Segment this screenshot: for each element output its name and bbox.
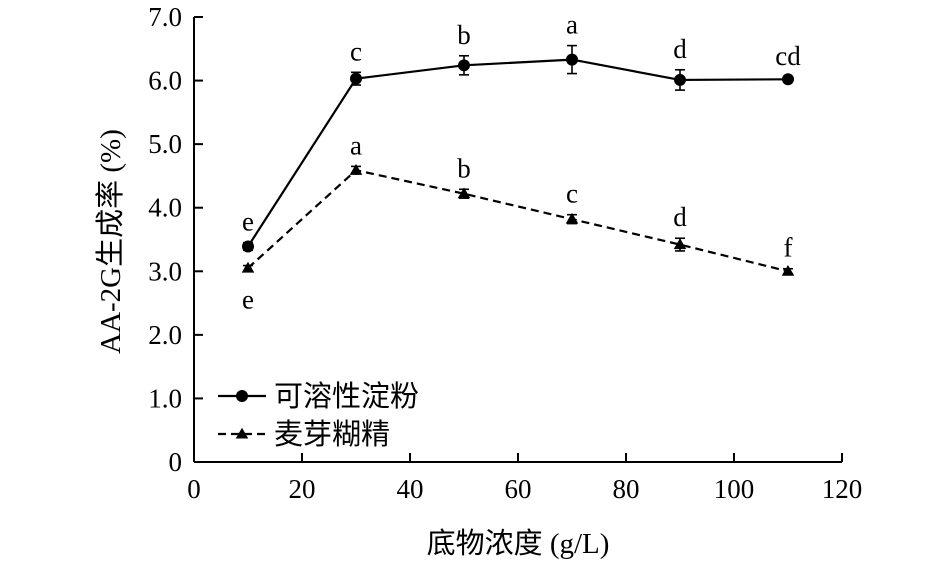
x-axis-title: 底物浓度 (g/L) xyxy=(427,527,610,560)
series-1 xyxy=(242,44,794,253)
data-point-triangle xyxy=(349,163,363,175)
data-point-circle xyxy=(566,53,578,66)
data-point-circle xyxy=(350,72,362,85)
legend-marker-triangle xyxy=(235,427,249,439)
significance-label: b xyxy=(457,20,471,50)
y-tick-label: 3.0 xyxy=(148,256,182,286)
series-2 xyxy=(241,163,795,276)
y-tick-label: 4.0 xyxy=(148,193,182,223)
legend-item-2: 麦芽糊精 xyxy=(218,418,390,451)
data-point-triangle xyxy=(457,187,471,199)
data-point-triangle xyxy=(781,264,795,276)
x-tick-label: 120 xyxy=(822,474,863,504)
data-point-circle xyxy=(458,59,470,72)
y-tick-label: 2.0 xyxy=(148,320,182,350)
x-tick-label: 100 xyxy=(714,474,755,504)
significance-label: f xyxy=(784,233,793,263)
series-line-1 xyxy=(247,58,789,248)
significance-label: e xyxy=(242,285,254,315)
data-point-triangle xyxy=(565,212,579,224)
legend-label: 可溶性淀粉 xyxy=(274,380,419,413)
significance-label: a xyxy=(350,130,362,160)
data-point-circle xyxy=(674,73,686,86)
y-tick-label: 7.0 xyxy=(148,2,182,32)
x-tick-label: 80 xyxy=(613,474,640,504)
data-point-circle xyxy=(782,73,794,86)
series-line-2 xyxy=(247,169,789,273)
y-tick-label: 6.0 xyxy=(148,66,182,96)
data-point-circle xyxy=(242,240,254,253)
data-point-triangle xyxy=(673,238,687,250)
significance-label: d xyxy=(673,34,687,64)
significance-label: cd xyxy=(775,41,801,71)
legend-marker-circle xyxy=(236,390,248,402)
x-tick-label: 40 xyxy=(397,474,424,504)
axes: 0 20 40 60 80 100 120 0 1.0 2.0 3.0 4.0 5.0 6.0 7.0 xyxy=(148,2,862,504)
significance-label: e xyxy=(242,207,254,237)
y-axis-title: AA-2G生成率 (%) xyxy=(94,129,127,354)
significance-label: c xyxy=(566,179,578,209)
significance-label: a xyxy=(566,10,578,40)
legend-item-1: 可溶性淀粉 xyxy=(218,380,419,413)
legend-label: 麦芽糊精 xyxy=(274,418,390,451)
series-group xyxy=(241,44,795,276)
data-point-triangle xyxy=(241,261,255,273)
significance-label: c xyxy=(350,36,362,66)
x-tick-label: 60 xyxy=(505,474,532,504)
y-tick-label: 5.0 xyxy=(148,129,182,159)
significance-label: d xyxy=(673,202,687,232)
y-tick-label: 0 xyxy=(169,447,183,477)
y-tick-label: 1.0 xyxy=(148,383,182,413)
x-tick-label: 0 xyxy=(187,474,201,504)
x-tick-label: 20 xyxy=(289,474,316,504)
significance-label: b xyxy=(457,153,471,183)
